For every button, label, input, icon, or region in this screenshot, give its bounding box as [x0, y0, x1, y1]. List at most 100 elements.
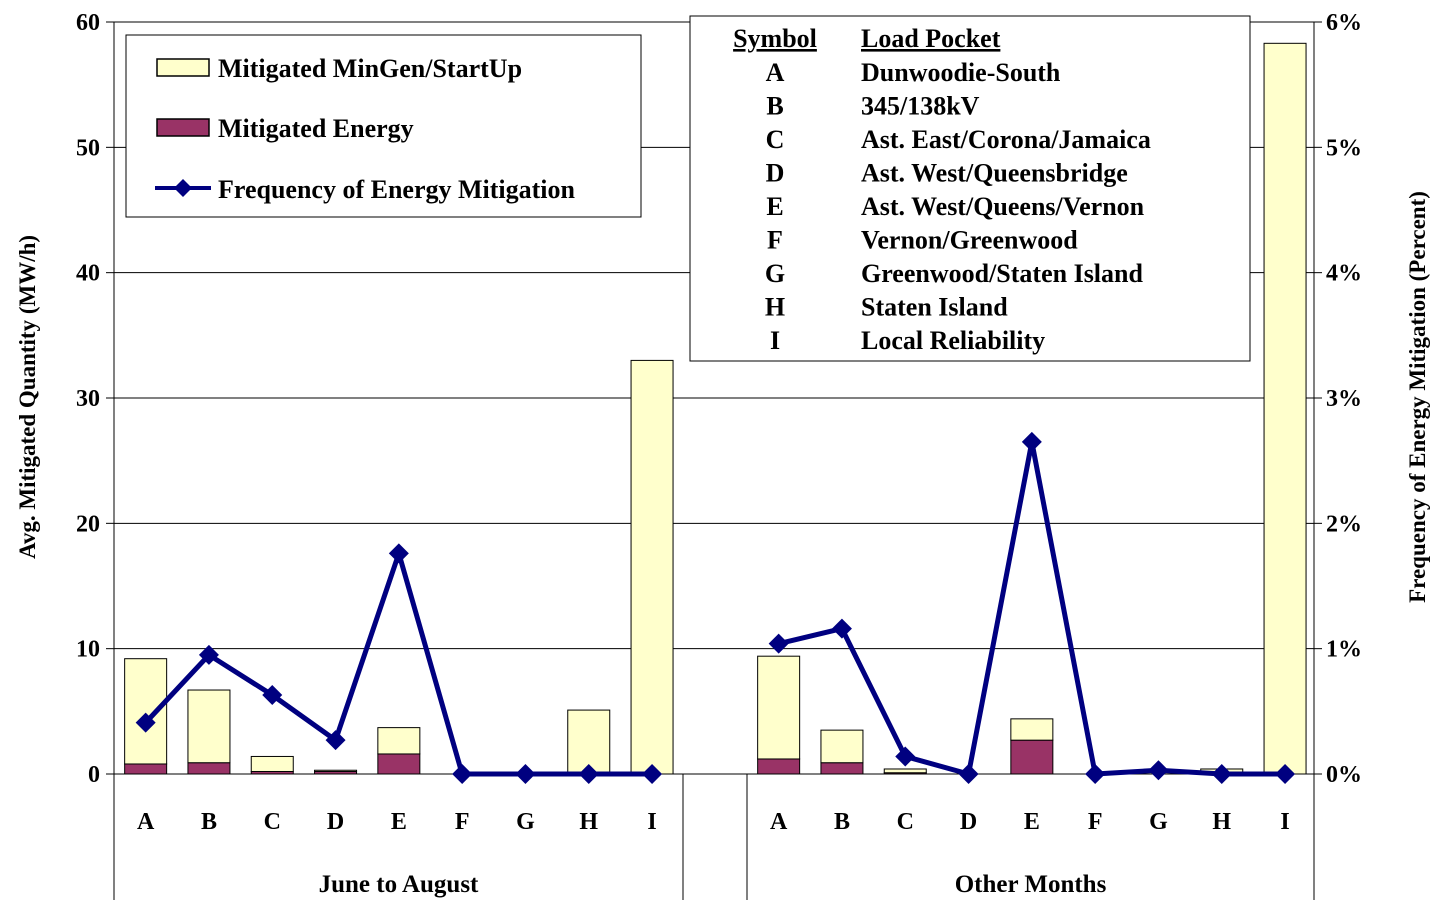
legend-label-mingen: Mitigated MinGen/StartUp — [218, 54, 522, 83]
y-tick-label: 50 — [76, 135, 100, 161]
y-tick-label: 40 — [76, 261, 100, 287]
x-category-label: D — [327, 809, 344, 835]
frequency-point — [135, 712, 156, 733]
pocket-name: Vernon/Greenwood — [861, 226, 1078, 255]
x-category-label: F — [455, 809, 470, 835]
y-axis-title: Avg. Mitigated Quantity (MW/h) — [15, 235, 40, 559]
frequency-point — [1211, 764, 1232, 784]
bar-mitigated-mingen — [187, 689, 231, 764]
group-label: Other Months — [955, 871, 1107, 898]
pocket-symbol: G — [765, 259, 785, 288]
y2-tick-label: 2% — [1326, 511, 1362, 537]
x-category-label: D — [960, 809, 977, 835]
bar-mitigated-mingen — [567, 709, 611, 775]
frequency-point — [958, 764, 979, 784]
bar-mitigated-energy — [1010, 739, 1054, 775]
pocket-symbol: F — [767, 226, 783, 255]
y-tick-label: 20 — [76, 511, 100, 537]
frequency-point — [1148, 760, 1169, 781]
pocket-name: Staten Island — [861, 293, 1008, 322]
bar-mitigated-mingen — [883, 768, 927, 774]
bars — [124, 42, 1307, 775]
y2-tick-label: 6% — [1326, 10, 1362, 36]
frequency-point — [831, 618, 852, 639]
pocket-name: Local Reliability — [861, 326, 1045, 355]
frequency-line — [135, 431, 1296, 784]
x-category-label: A — [770, 809, 788, 835]
legend: Mitigated MinGen/StartUp Mitigated Energ… — [125, 34, 642, 218]
pocket-symbol: H — [765, 293, 785, 322]
y-tick-label: 60 — [76, 10, 100, 36]
frequency-point — [1021, 431, 1042, 452]
x-category-label: F — [1088, 809, 1103, 835]
pocket-symbol: A — [766, 58, 785, 87]
x-category-label: B — [834, 809, 850, 835]
y2-tick-label: 1% — [1326, 637, 1362, 663]
bar-mitigated-mingen — [1010, 718, 1054, 741]
legend-swatch-energy — [156, 118, 210, 137]
frequency-point — [1275, 764, 1296, 784]
bar-mitigated-energy — [757, 758, 801, 775]
frequency-point — [262, 685, 283, 706]
pocket-name: 345/138kV — [861, 92, 980, 121]
legend-swatch-mingen — [156, 58, 210, 77]
frequency-point — [452, 764, 473, 784]
y2-axis-title: Frequency of Energy Mitigation (Percent) — [1405, 191, 1430, 603]
frequency-point — [198, 644, 219, 665]
pocket-symbol: D — [766, 159, 785, 188]
bar-mitigated-energy — [187, 762, 231, 775]
frequency-point — [578, 764, 599, 784]
group-label: June to August — [319, 871, 479, 898]
x-category-label: I — [1280, 809, 1289, 835]
axis-labels: 0 10 20 30 40 50 60 0% 1% 2% 3% 4% 5% 6% June to Augus… — [76, 10, 1362, 898]
pocket-symbol: B — [766, 92, 783, 121]
pocket-symbol: E — [766, 192, 783, 221]
pocket-symbol: I — [770, 326, 780, 355]
y-tick-label: 30 — [76, 386, 100, 412]
frequency-point — [515, 764, 536, 784]
x-category-label: E — [1024, 809, 1040, 835]
x-category-label: H — [1212, 809, 1231, 835]
legend-label-frequency: Frequency of Energy Mitigation — [218, 175, 576, 204]
load-pocket-table: Symbol Load Pocket A Dunwoodie-South B 345/… — [689, 15, 1251, 362]
frequency-point — [1085, 764, 1106, 784]
bar-mitigated-mingen — [250, 755, 294, 772]
bar-mitigated-energy — [124, 763, 168, 775]
x-category-label: C — [264, 809, 281, 835]
pocket-name: Dunwoodie-South — [861, 58, 1061, 87]
legend-marker-frequency — [174, 179, 192, 197]
bar-mitigated-mingen — [630, 359, 674, 775]
y-tick-label: 0 — [88, 762, 100, 788]
x-category-label: A — [137, 809, 155, 835]
bar-mitigated-energy — [820, 762, 864, 775]
y2-tick-label: 4% — [1326, 261, 1362, 287]
x-category-label: H — [579, 809, 598, 835]
pocket-name: Ast. West/Queensbridge — [861, 159, 1128, 188]
frequency-point — [388, 543, 409, 564]
pocket-name: Ast. East/Corona/Jamaica — [861, 125, 1151, 154]
y2-tick-label: 5% — [1326, 135, 1362, 161]
bar-mitigated-mingen — [1263, 42, 1307, 775]
bar-mitigated-mingen — [314, 769, 358, 772]
bar-mitigated-mingen — [757, 655, 801, 760]
x-category-label: G — [1149, 809, 1168, 835]
legend-label-energy: Mitigated Energy — [218, 114, 414, 143]
y2-tick-label: 3% — [1326, 386, 1362, 412]
frequency-point — [642, 764, 663, 784]
x-category-label: E — [391, 809, 407, 835]
pocket-header-symbol: Symbol — [733, 24, 817, 53]
bar-mitigated-mingen — [377, 727, 421, 755]
frequency-point — [325, 730, 346, 751]
x-category-label: B — [201, 809, 217, 835]
x-category-label: C — [897, 809, 914, 835]
frequency-point — [768, 633, 789, 654]
frequency-point — [895, 746, 916, 767]
pocket-header-name: Load Pocket — [861, 24, 1001, 53]
pocket-name: Ast. West/Queens/Vernon — [861, 192, 1145, 221]
bar-mitigated-mingen — [820, 729, 864, 764]
y2-tick-label: 0% — [1326, 762, 1362, 788]
y-tick-label: 10 — [76, 637, 100, 663]
bar-mitigated-energy — [377, 753, 421, 775]
pocket-symbol: C — [766, 125, 785, 154]
